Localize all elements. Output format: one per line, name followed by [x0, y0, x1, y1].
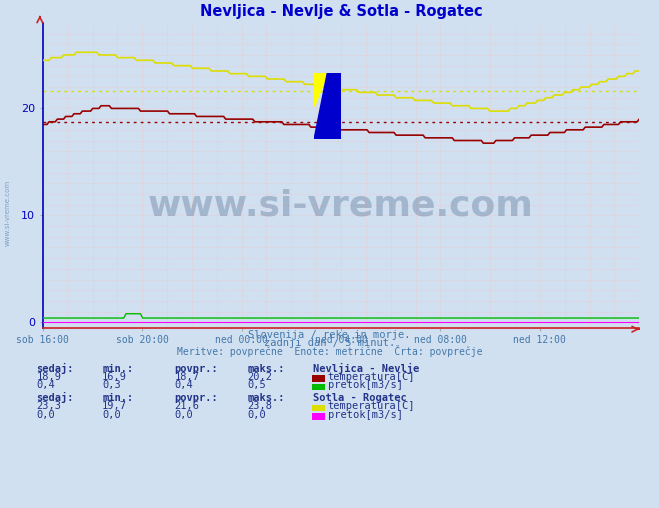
Text: 23,8: 23,8: [247, 401, 272, 411]
Text: 0,4: 0,4: [36, 380, 55, 390]
Text: sedaj:: sedaj:: [36, 363, 74, 374]
Text: 0,5: 0,5: [247, 380, 266, 390]
Text: 0,0: 0,0: [36, 409, 55, 420]
Text: temperatura[C]: temperatura[C]: [328, 401, 415, 411]
Text: 0,4: 0,4: [175, 380, 193, 390]
Text: pretok[m3/s]: pretok[m3/s]: [328, 409, 403, 420]
Text: povpr.:: povpr.:: [175, 393, 218, 403]
Text: 18,9: 18,9: [36, 372, 61, 382]
Text: 0,3: 0,3: [102, 380, 121, 390]
Text: 0,0: 0,0: [102, 409, 121, 420]
Text: www.si-vreme.com: www.si-vreme.com: [5, 180, 11, 246]
Text: sedaj:: sedaj:: [36, 392, 74, 403]
Polygon shape: [314, 73, 328, 106]
Text: pretok[m3/s]: pretok[m3/s]: [328, 380, 403, 390]
Text: 18,7: 18,7: [175, 372, 200, 382]
Text: Meritve: povprečne  Enote: metrične  Črta: povprečje: Meritve: povprečne Enote: metrične Črta:…: [177, 345, 482, 357]
Text: 16,9: 16,9: [102, 372, 127, 382]
Text: 23,3: 23,3: [36, 401, 61, 411]
Text: www.si-vreme.com: www.si-vreme.com: [148, 189, 534, 223]
Text: povpr.:: povpr.:: [175, 364, 218, 374]
Text: 20,2: 20,2: [247, 372, 272, 382]
Text: maks.:: maks.:: [247, 393, 285, 403]
Text: min.:: min.:: [102, 364, 133, 374]
Text: 19,7: 19,7: [102, 401, 127, 411]
Text: Nevljica - Nevlje: Nevljica - Nevlje: [313, 363, 419, 374]
Polygon shape: [314, 73, 341, 139]
Text: zadnji dan / 5 minut.: zadnji dan / 5 minut.: [264, 338, 395, 348]
Text: Sotla - Rogatec: Sotla - Rogatec: [313, 393, 407, 403]
Text: 0,0: 0,0: [175, 409, 193, 420]
Text: temperatura[C]: temperatura[C]: [328, 372, 415, 382]
Text: maks.:: maks.:: [247, 364, 285, 374]
Text: 0,0: 0,0: [247, 409, 266, 420]
Polygon shape: [314, 73, 341, 139]
Text: min.:: min.:: [102, 393, 133, 403]
Text: 21,6: 21,6: [175, 401, 200, 411]
Title: Nevljica - Nevlje & Sotla - Rogatec: Nevljica - Nevlje & Sotla - Rogatec: [200, 4, 482, 19]
Text: Slovenija / reke in morje.: Slovenija / reke in morje.: [248, 330, 411, 340]
